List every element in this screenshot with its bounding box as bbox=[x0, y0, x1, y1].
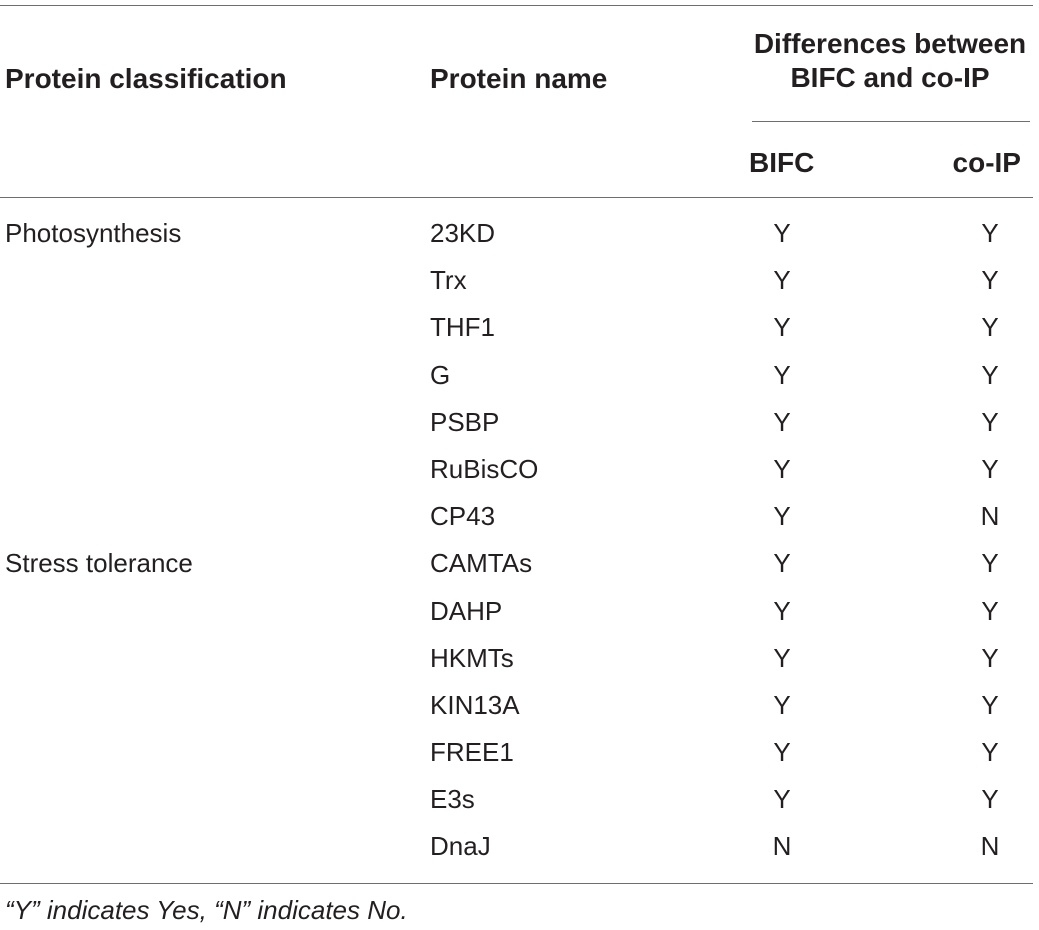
cell-bifc: Y bbox=[773, 689, 791, 720]
header-coip: co-IP bbox=[952, 147, 1021, 178]
header-protein-classification: Protein classification bbox=[5, 63, 287, 94]
cell-coip: N bbox=[980, 501, 1000, 532]
cell-coip: Y bbox=[981, 642, 999, 673]
cell-coip: Y bbox=[981, 265, 999, 296]
cell-bifc: Y bbox=[773, 595, 791, 626]
cell-bifc: Y bbox=[773, 265, 791, 296]
header-group-line1: Differences between bbox=[753, 28, 1027, 59]
cell-coip: Y bbox=[981, 548, 999, 579]
cell-coip: Y bbox=[981, 689, 999, 720]
cell-protein-name: KIN13A bbox=[430, 689, 520, 720]
table-row: FREE1 Y Y bbox=[0, 729, 1039, 776]
header-protein-name: Protein name bbox=[430, 63, 608, 94]
header-group-line2: BIFC and co-IP bbox=[790, 62, 990, 93]
table-row: E3s Y Y bbox=[0, 776, 1039, 823]
cell-protein-classification: Photosynthesis bbox=[5, 218, 182, 248]
cell-bifc: Y bbox=[773, 737, 791, 768]
table-row: CP43 Y N bbox=[0, 493, 1039, 540]
table-row: THF1 Y Y bbox=[0, 304, 1039, 351]
cell-coip: Y bbox=[981, 312, 999, 343]
header-bottom-rule bbox=[0, 197, 1033, 198]
table-row: Stress tolerance CAMTAs Y Y bbox=[0, 540, 1039, 587]
cell-protein-name: 23KD bbox=[430, 218, 496, 248]
cell-coip: Y bbox=[981, 595, 999, 626]
cell-protein-classification: Stress tolerance bbox=[5, 548, 193, 579]
cell-protein-name: FREE1 bbox=[430, 737, 514, 768]
header-bifc: BIFC bbox=[749, 147, 815, 178]
cell-bifc: Y bbox=[773, 406, 791, 437]
cell-protein-name: CP43 bbox=[430, 501, 496, 532]
cell-coip: Y bbox=[981, 737, 999, 768]
cell-bifc: Y bbox=[773, 453, 791, 484]
cell-bifc: Y bbox=[773, 312, 791, 343]
cell-protein-name: PSBP bbox=[430, 406, 500, 437]
cell-coip: N bbox=[980, 831, 1000, 862]
table-row: Photosynthesis 23KD Y Y bbox=[0, 210, 1039, 257]
table-row: DnaJ N N bbox=[0, 823, 1039, 870]
cell-bifc: N bbox=[772, 831, 792, 862]
cell-coip: Y bbox=[981, 406, 999, 437]
cell-coip: Y bbox=[981, 784, 999, 815]
table-body: Photosynthesis 23KD Y Y Trx Y Y THF1 Y Y G Y Y PSBP Y Y… bbox=[0, 210, 1039, 871]
table-top-rule bbox=[0, 5, 1033, 6]
cell-bifc: Y bbox=[773, 501, 791, 532]
cell-coip: Y bbox=[981, 453, 999, 484]
cell-protein-name: CAMTAs bbox=[430, 548, 533, 579]
cell-bifc: Y bbox=[773, 784, 791, 815]
table-row: HKMTs Y Y bbox=[0, 635, 1039, 682]
header-group-rule bbox=[752, 121, 1030, 122]
cell-protein-name: E3s bbox=[430, 784, 475, 815]
cell-protein-name: THF1 bbox=[430, 312, 495, 343]
table-footnote: “Y” indicates Yes, “N” indicates No. bbox=[5, 895, 408, 925]
cell-protein-name: Trx bbox=[430, 265, 467, 296]
cell-bifc: Y bbox=[773, 548, 791, 579]
cell-coip: Y bbox=[981, 218, 999, 248]
cell-protein-name: DnaJ bbox=[430, 831, 491, 862]
header-differences-group: Differences between BIFC and co-IP bbox=[745, 27, 1035, 95]
cell-protein-name: DAHP bbox=[430, 595, 503, 626]
table-bottom-rule bbox=[0, 883, 1033, 884]
table-row: DAHP Y Y bbox=[0, 588, 1039, 635]
cell-protein-name: RuBisCO bbox=[430, 453, 539, 484]
cell-protein-name: G bbox=[430, 359, 451, 390]
cell-bifc: Y bbox=[773, 359, 791, 390]
cell-protein-name: HKMTs bbox=[430, 642, 514, 673]
cell-bifc: Y bbox=[773, 218, 791, 248]
table-row: PSBP Y Y bbox=[0, 399, 1039, 446]
cell-bifc: Y bbox=[773, 642, 791, 673]
table-row: Trx Y Y bbox=[0, 257, 1039, 304]
table-row: KIN13A Y Y bbox=[0, 682, 1039, 729]
cell-coip: Y bbox=[981, 359, 999, 390]
table-row: RuBisCO Y Y bbox=[0, 446, 1039, 493]
